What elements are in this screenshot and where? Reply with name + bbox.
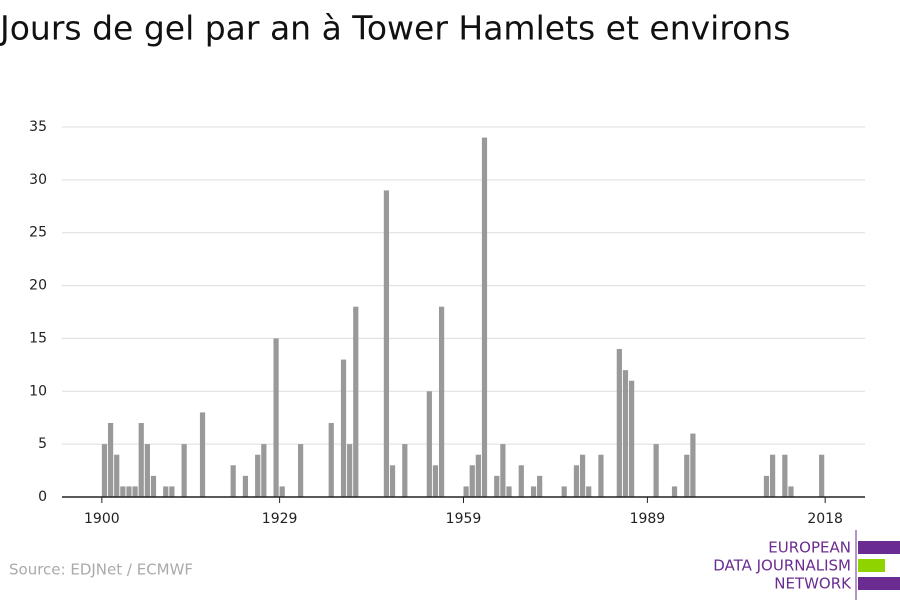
bar: [114, 454, 120, 497]
y-tick-label: 35: [29, 119, 47, 135]
bar: [353, 306, 359, 497]
bar: [199, 412, 206, 497]
bar: [138, 423, 144, 497]
y-tick-label: 0: [38, 489, 47, 505]
y-tick-label: 20: [29, 278, 47, 294]
x-tick-label: 1929: [262, 511, 298, 527]
bar: [169, 486, 175, 497]
bar: [150, 475, 157, 497]
logo-text: DATA JOURNALISM: [713, 557, 851, 575]
bar: [297, 444, 304, 497]
bar: [132, 486, 138, 497]
bar: [530, 486, 537, 497]
x-tick-label: 1989: [630, 511, 666, 527]
bar: [598, 454, 604, 497]
bar: [788, 486, 794, 497]
logo-text: NETWORK: [774, 575, 852, 593]
logo-bar: [858, 577, 900, 590]
bar: [629, 380, 635, 497]
logo-bar: [858, 559, 885, 572]
bar: [120, 486, 126, 497]
bar: [494, 475, 500, 497]
bar: [819, 454, 825, 497]
bar: [579, 454, 586, 497]
y-tick-label: 15: [29, 330, 47, 346]
x-tick-label: 1959: [446, 511, 482, 527]
bar: [537, 475, 543, 497]
bar: [763, 475, 770, 497]
logo: EUROPEAN DATA JOURNALISM NETWORK: [713, 530, 900, 600]
bar: [782, 454, 788, 497]
bar: [279, 486, 285, 497]
bar: [438, 306, 445, 497]
bar: [653, 444, 659, 497]
y-tick-label: 10: [29, 383, 47, 399]
y-tick-label: 25: [29, 225, 47, 241]
bar: [230, 465, 236, 497]
bar: [769, 454, 776, 497]
bar: [586, 486, 592, 497]
bar: [261, 444, 267, 497]
bar: [506, 486, 512, 497]
logo-bar: [858, 541, 900, 554]
bar: [561, 486, 567, 497]
bar: [402, 444, 408, 497]
chart-title: Jours de gel par an à Tower Hamlets et e…: [0, 9, 790, 48]
bar: [426, 391, 432, 497]
bar: [573, 465, 580, 497]
bar: [255, 454, 261, 497]
x-tick-label: 1900: [84, 511, 120, 527]
bar: [475, 454, 481, 497]
bar: [383, 190, 390, 497]
bar: [107, 423, 114, 497]
bar: [671, 486, 678, 497]
bar: [622, 370, 629, 497]
bar: [616, 349, 622, 497]
bar: [242, 475, 249, 497]
bar: [469, 465, 475, 497]
bar: [163, 486, 169, 497]
bar: [463, 486, 469, 497]
bar: [481, 137, 488, 498]
bar: [347, 444, 353, 497]
bar: [273, 338, 279, 497]
bar: [126, 486, 132, 497]
bar: [340, 359, 347, 497]
source: Source: EDJNet / ECMWF: [9, 561, 193, 579]
y-tick-label: 30: [29, 172, 47, 188]
x-tick-label: 2018: [807, 511, 843, 527]
bar: [101, 444, 108, 497]
y-tick-label: 5: [38, 436, 47, 452]
bar: [518, 465, 524, 497]
bar: [328, 423, 334, 497]
bar: [432, 465, 439, 497]
bar: [389, 465, 396, 497]
bar: [144, 444, 150, 497]
bar: [690, 433, 696, 497]
bar: [684, 454, 690, 497]
logo-text: EUROPEAN: [768, 539, 851, 557]
bar: [500, 444, 506, 497]
bar: [181, 444, 187, 497]
